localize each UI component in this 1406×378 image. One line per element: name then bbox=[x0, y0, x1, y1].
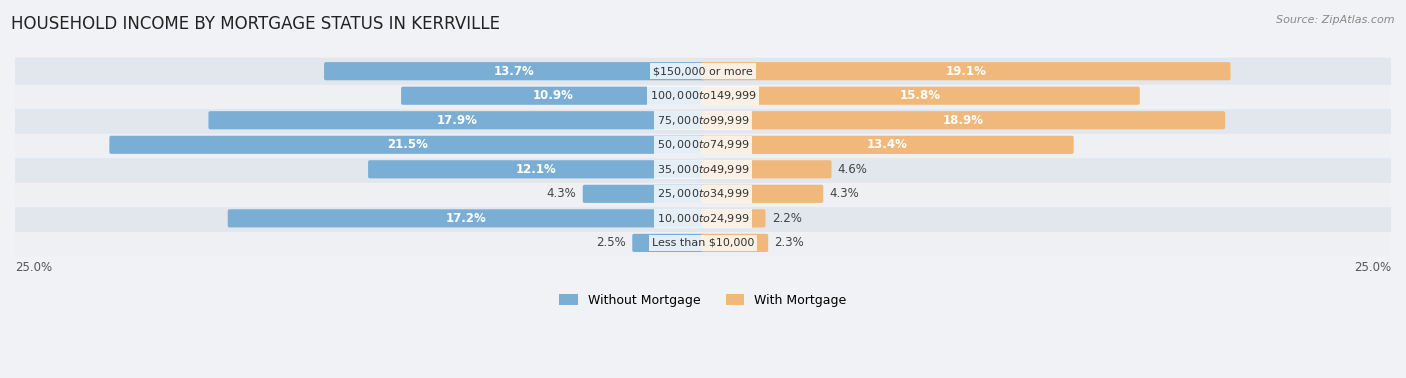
FancyBboxPatch shape bbox=[582, 185, 704, 203]
FancyBboxPatch shape bbox=[14, 107, 1392, 134]
Text: 4.3%: 4.3% bbox=[830, 187, 859, 200]
Text: 13.4%: 13.4% bbox=[868, 138, 908, 151]
FancyBboxPatch shape bbox=[368, 160, 704, 178]
Text: 4.6%: 4.6% bbox=[838, 163, 868, 176]
Text: $25,000 to $34,999: $25,000 to $34,999 bbox=[657, 187, 749, 200]
Text: 21.5%: 21.5% bbox=[387, 138, 427, 151]
Text: 25.0%: 25.0% bbox=[15, 260, 52, 274]
Text: $35,000 to $49,999: $35,000 to $49,999 bbox=[657, 163, 749, 176]
Text: 4.3%: 4.3% bbox=[547, 187, 576, 200]
FancyBboxPatch shape bbox=[702, 234, 768, 252]
Text: 2.3%: 2.3% bbox=[775, 236, 804, 249]
FancyBboxPatch shape bbox=[14, 205, 1392, 232]
Text: Less than $10,000: Less than $10,000 bbox=[652, 238, 754, 248]
Text: HOUSEHOLD INCOME BY MORTGAGE STATUS IN KERRVILLE: HOUSEHOLD INCOME BY MORTGAGE STATUS IN K… bbox=[11, 15, 501, 33]
Text: $10,000 to $24,999: $10,000 to $24,999 bbox=[657, 212, 749, 225]
FancyBboxPatch shape bbox=[323, 62, 704, 80]
Text: 25.0%: 25.0% bbox=[1354, 260, 1391, 274]
FancyBboxPatch shape bbox=[14, 180, 1392, 207]
Text: $100,000 to $149,999: $100,000 to $149,999 bbox=[650, 89, 756, 102]
FancyBboxPatch shape bbox=[702, 62, 1230, 80]
Text: Source: ZipAtlas.com: Source: ZipAtlas.com bbox=[1277, 15, 1395, 25]
FancyBboxPatch shape bbox=[702, 87, 1140, 105]
Text: $75,000 to $99,999: $75,000 to $99,999 bbox=[657, 114, 749, 127]
FancyBboxPatch shape bbox=[14, 229, 1392, 256]
FancyBboxPatch shape bbox=[702, 209, 765, 228]
FancyBboxPatch shape bbox=[702, 160, 831, 178]
FancyBboxPatch shape bbox=[702, 111, 1225, 129]
FancyBboxPatch shape bbox=[633, 234, 704, 252]
Text: 2.2%: 2.2% bbox=[772, 212, 801, 225]
Text: 19.1%: 19.1% bbox=[945, 65, 986, 78]
FancyBboxPatch shape bbox=[228, 209, 704, 228]
Text: 17.9%: 17.9% bbox=[436, 114, 477, 127]
Text: 13.7%: 13.7% bbox=[494, 65, 534, 78]
FancyBboxPatch shape bbox=[110, 136, 704, 154]
FancyBboxPatch shape bbox=[14, 156, 1392, 183]
Legend: Without Mortgage, With Mortgage: Without Mortgage, With Mortgage bbox=[553, 288, 853, 313]
FancyBboxPatch shape bbox=[14, 58, 1392, 85]
Text: $50,000 to $74,999: $50,000 to $74,999 bbox=[657, 138, 749, 151]
FancyBboxPatch shape bbox=[14, 82, 1392, 109]
FancyBboxPatch shape bbox=[208, 111, 704, 129]
Text: 2.5%: 2.5% bbox=[596, 236, 626, 249]
FancyBboxPatch shape bbox=[401, 87, 704, 105]
Text: 12.1%: 12.1% bbox=[516, 163, 557, 176]
Text: $150,000 or more: $150,000 or more bbox=[654, 66, 752, 76]
FancyBboxPatch shape bbox=[702, 136, 1074, 154]
Text: 18.9%: 18.9% bbox=[942, 114, 984, 127]
Text: 15.8%: 15.8% bbox=[900, 89, 941, 102]
Text: 10.9%: 10.9% bbox=[533, 89, 574, 102]
FancyBboxPatch shape bbox=[14, 131, 1392, 158]
Text: 17.2%: 17.2% bbox=[446, 212, 486, 225]
FancyBboxPatch shape bbox=[702, 185, 824, 203]
